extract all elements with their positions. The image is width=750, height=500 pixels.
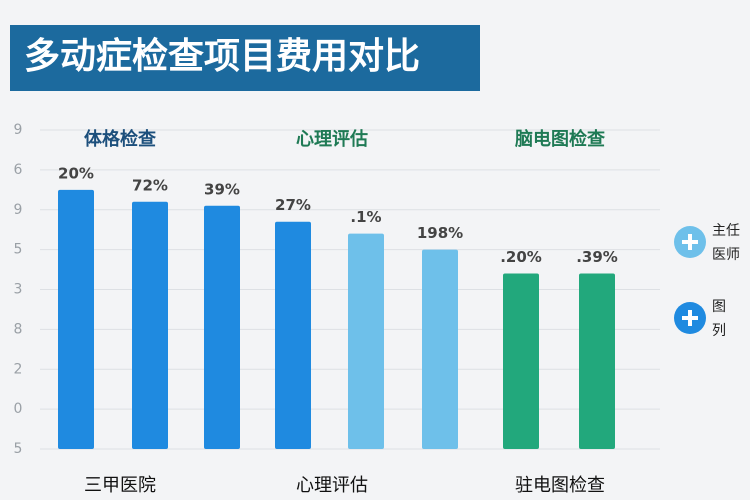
y-tick-label: 9 [14,202,23,218]
group-label-top: 脑电图检查 [515,128,605,150]
y-tick-label: 5 [14,242,23,258]
bar-annotation: .1% [350,208,381,226]
title-banner [10,25,480,91]
bar-annotation: 198% [417,224,463,242]
legend-plus [682,234,698,250]
group-label-top: 心理评估 [296,128,368,150]
chart-title: 多动症检查项目费用对比 [24,36,420,77]
bar [503,273,539,449]
bar-annotation: 20% [58,164,94,182]
bar-annotation: .39% [576,248,618,266]
bar-annotation: .20% [500,248,542,266]
y-tick-label: 2 [14,361,23,377]
y-tick-label: 0 [14,401,23,417]
group-label-bottom: 心理评估 [296,475,368,496]
y-tick-label: 3 [14,282,23,298]
y-tick-label: 8 [14,321,23,337]
legend-label: 主任 [712,223,740,239]
legend-label: 图 [712,299,726,315]
bar-annotation: 27% [275,196,311,214]
y-tick-label: 9 [14,122,23,138]
bar [348,233,384,449]
bar [204,205,240,449]
group-label-bottom: 驻电图检查 [515,475,605,496]
bar [422,249,458,449]
legend-label: 医师 [712,247,740,263]
bar [58,189,94,449]
bar [579,273,615,449]
legend-label: 列 [712,323,726,339]
y-tick-label: 6 [14,162,23,178]
bar-annotation: 39% [204,180,240,198]
y-tick-label: 5 [14,441,23,457]
legend-plus [682,310,698,326]
group-label-bottom: 三甲医院 [84,475,156,496]
bar [275,221,311,449]
bar [132,201,168,449]
bar-annotation: 72% [132,176,168,194]
group-label-top: 体格检查 [84,128,156,150]
